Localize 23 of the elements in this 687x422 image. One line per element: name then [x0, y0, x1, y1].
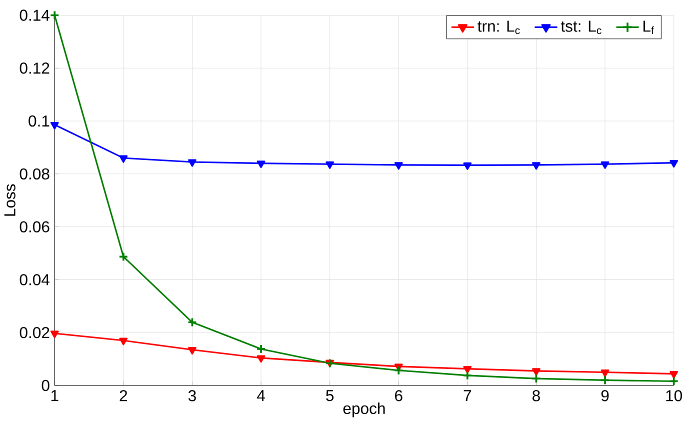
x-tick-label: 7	[464, 390, 472, 402]
legend-label: tst: L$_{c}$	[560, 21, 602, 34]
y-tick-label: 0.04	[20, 274, 50, 286]
x-tick-label: 8	[532, 390, 540, 402]
y-tick-label: 0	[42, 380, 50, 392]
y-tick-label: 0.14	[20, 10, 50, 22]
x-tick-label: 2	[120, 390, 128, 402]
y-tick-label: 0.02	[20, 327, 50, 338]
x-tick-label: 9	[601, 390, 609, 402]
x-tick-label: 5	[326, 390, 334, 402]
y-tick-label: 0.1	[28, 116, 50, 127]
x-tick-label: 1	[51, 390, 58, 402]
x-tick-label: 4	[257, 390, 265, 402]
y-axis-title: Loss	[4, 184, 16, 216]
x-tick-label: 3	[188, 390, 196, 402]
x-tick-label: 10	[666, 390, 682, 402]
x-axis-title: epoch	[343, 402, 385, 418]
y-tick-label: 0.06	[20, 221, 50, 233]
legend-label: L$_{f}$	[644, 21, 654, 34]
legend-label: trn: L$_{c}$	[478, 21, 520, 34]
x-tick-label: 6	[395, 390, 402, 402]
y-tick-label: 0.08	[20, 168, 50, 180]
y-tick-label: 0.12	[20, 62, 50, 74]
